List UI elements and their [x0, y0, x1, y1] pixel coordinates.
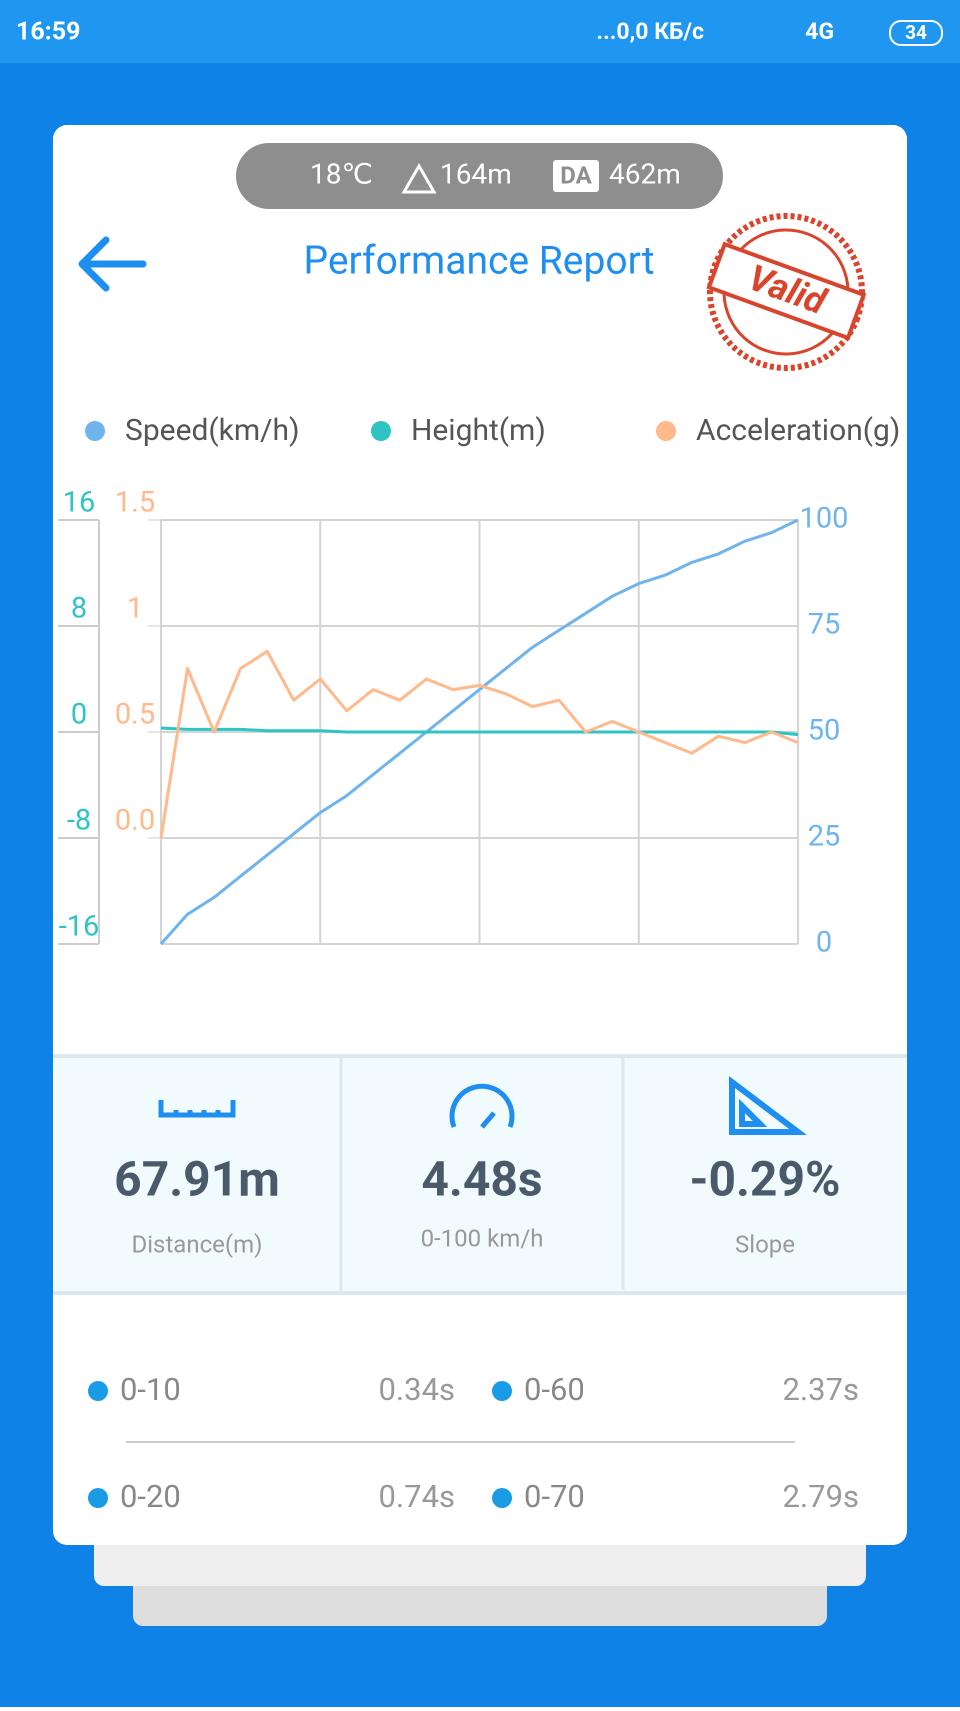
chart: Speed(km/h) Height(m) Acceleration(g)10075… [58, 413, 900, 960]
battery-level: 34 [905, 21, 927, 44]
gauge-icon [449, 1083, 515, 1129]
battery [889, 20, 943, 46]
legend-label: Height(m) [411, 413, 546, 448]
stat-label: Slope [735, 1230, 795, 1258]
series-line [159, 649, 799, 839]
time: 16:59 [16, 18, 80, 47]
series-line [160, 726, 799, 737]
y-tick-label: 8 [71, 592, 87, 626]
split-dot [88, 1488, 108, 1508]
status-bar [0, 0, 960, 63]
split-label: 0-60 [524, 1371, 585, 1408]
stat-value: 4.48s [421, 1151, 542, 1208]
split-label: 0-10 [120, 1371, 181, 1408]
network: ...0,0 КБ/с [596, 18, 704, 45]
stats-panel [53, 1056, 907, 1293]
ruler-icon [158, 1100, 236, 1118]
y3-tick-label: 100 [800, 502, 849, 536]
y2-tick-label: 0.0 [115, 804, 155, 838]
y3-tick-label: 75 [808, 608, 841, 642]
title: Performance Report [303, 237, 654, 283]
split-time: 0.34s [379, 1371, 455, 1408]
temperature: 18℃ [310, 157, 373, 190]
y-tick-label: 16 [63, 486, 96, 520]
y-tick-label: -16 [59, 910, 100, 944]
mountain-icon [401, 162, 437, 194]
y-tick-label: 0 [71, 698, 87, 732]
stat-value: -0.29% [690, 1151, 841, 1208]
split-label: 0-20 [120, 1478, 181, 1515]
legend-label: Speed(km/h) [125, 413, 300, 448]
stat-value: 67.91m [114, 1151, 280, 1208]
da-box [553, 160, 599, 192]
split-time: 2.37s [783, 1371, 859, 1408]
altitude: 164m [440, 157, 512, 190]
y2-tick-label: 1.5 [115, 486, 155, 520]
split-time: 0.74s [379, 1478, 455, 1515]
legend-dot [371, 421, 391, 441]
y2-tick-label: 0.5 [115, 698, 155, 732]
legend-label: Acceleration(g) [696, 413, 900, 448]
back-arrow[interactable] [78, 236, 147, 292]
split-dot [492, 1381, 512, 1401]
weather-pill [236, 143, 723, 209]
split-time: 2.79s [783, 1478, 859, 1515]
legend-dot [85, 421, 105, 441]
y3-tick-label: 25 [808, 820, 841, 854]
y2-tick-label: 1 [127, 592, 143, 626]
split-label: 0-70 [524, 1478, 585, 1515]
y3-tick-label: 0 [816, 926, 832, 960]
signal: 4G [805, 18, 834, 45]
density-altitude: 462m [609, 157, 681, 190]
stat-label: Distance(m) [131, 1230, 262, 1258]
y3-tick-label: 50 [808, 714, 841, 748]
split-dot [492, 1488, 512, 1508]
series-line [159, 518, 799, 945]
stat-label: 0-100 km/h [421, 1224, 544, 1252]
da-label: DA [560, 161, 592, 189]
slope-icon [729, 1075, 807, 1135]
legend-dot [656, 421, 676, 441]
split-dot [88, 1381, 108, 1401]
y-tick-label: -8 [67, 804, 91, 838]
